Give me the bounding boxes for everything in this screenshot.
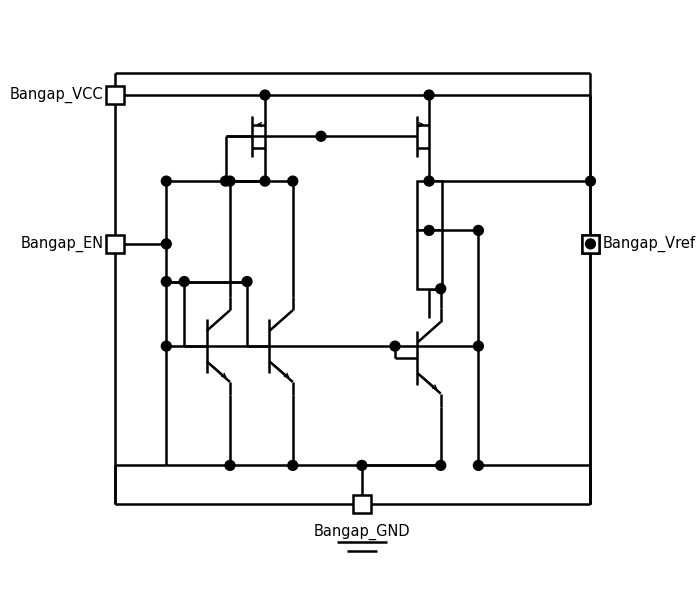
Circle shape: [225, 460, 235, 470]
Circle shape: [162, 239, 172, 249]
Bar: [106, 235, 124, 253]
Circle shape: [162, 176, 172, 186]
Circle shape: [357, 460, 367, 470]
Circle shape: [260, 176, 270, 186]
Bar: [582, 235, 599, 253]
Bar: [106, 86, 124, 104]
Circle shape: [424, 225, 434, 235]
Circle shape: [390, 341, 400, 351]
Circle shape: [179, 277, 189, 287]
Text: Bangap_GND: Bangap_GND: [314, 524, 410, 540]
Circle shape: [424, 90, 434, 100]
Bar: [416, 231, 442, 289]
Text: Bangap_Vref: Bangap_Vref: [602, 236, 695, 252]
Circle shape: [242, 277, 252, 287]
Circle shape: [436, 284, 446, 294]
Text: Bangap_VCC: Bangap_VCC: [10, 87, 104, 103]
Circle shape: [316, 132, 326, 141]
Circle shape: [220, 176, 230, 186]
Bar: [416, 181, 442, 231]
Circle shape: [473, 341, 483, 351]
Circle shape: [436, 460, 446, 470]
Text: Bangap_EN: Bangap_EN: [20, 236, 104, 252]
Bar: [582, 235, 599, 253]
Circle shape: [586, 239, 596, 249]
Circle shape: [225, 176, 235, 186]
Circle shape: [473, 460, 483, 470]
Circle shape: [162, 341, 172, 351]
Circle shape: [288, 176, 298, 186]
Circle shape: [162, 277, 172, 287]
Circle shape: [586, 176, 596, 186]
Circle shape: [473, 225, 483, 235]
Circle shape: [260, 90, 270, 100]
Circle shape: [424, 176, 434, 186]
Circle shape: [288, 460, 298, 470]
Bar: [353, 495, 371, 513]
